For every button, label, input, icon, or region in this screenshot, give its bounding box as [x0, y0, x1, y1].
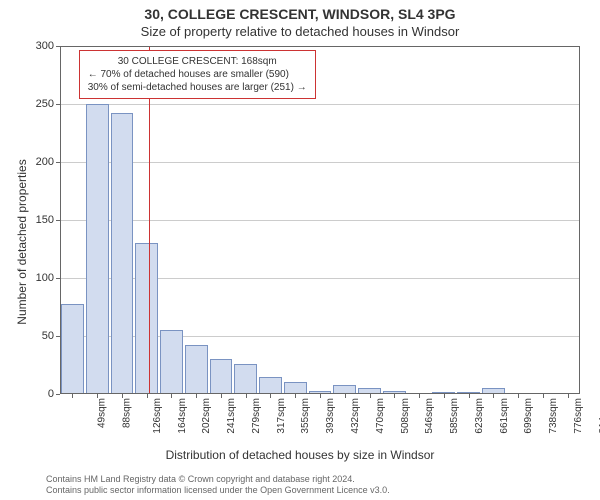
x-tick-mark	[518, 394, 519, 398]
x-tick-mark	[394, 394, 395, 398]
x-tick-mark	[221, 394, 222, 398]
bar	[86, 104, 109, 394]
bar	[61, 304, 84, 394]
x-tick-label: 585sqm	[449, 398, 460, 434]
x-tick-mark	[469, 394, 470, 398]
annotation-box: 30 COLLEGE CRESCENT: 168sqm ← 70% of det…	[79, 50, 316, 99]
x-tick-mark	[270, 394, 271, 398]
x-tick-label: 623sqm	[474, 398, 485, 434]
y-tick-label: 100	[36, 272, 60, 284]
x-tick-mark	[345, 394, 346, 398]
x-tick-mark	[295, 394, 296, 398]
attribution-line-2: Contains public sector information licen…	[46, 485, 600, 496]
x-tick-mark	[171, 394, 172, 398]
x-tick-label: 546sqm	[424, 398, 435, 434]
y-tick-label: 150	[36, 214, 60, 226]
bar	[185, 345, 208, 394]
annotation-line-1: 30 COLLEGE CRESCENT: 168sqm	[88, 55, 307, 68]
chart-subtitle: Size of property relative to detached ho…	[0, 24, 600, 39]
attribution-line-1: Contains HM Land Registry data © Crown c…	[46, 474, 600, 485]
y-tick-label: 300	[36, 40, 60, 52]
x-tick-label: 738sqm	[548, 398, 559, 434]
x-tick-label: 49sqm	[97, 398, 108, 428]
x-tick-mark	[543, 394, 544, 398]
bar	[284, 382, 307, 394]
x-tick-mark	[196, 394, 197, 398]
x-tick-label: 699sqm	[523, 398, 534, 434]
x-tick-mark	[444, 394, 445, 398]
annotation-line-2: ← 70% of detached houses are smaller (59…	[88, 68, 307, 81]
annotation-line-3: 30% of semi-detached houses are larger (…	[88, 81, 307, 94]
x-tick-label: 661sqm	[499, 398, 510, 434]
x-tick-label: 241sqm	[226, 398, 237, 434]
y-axis-label: Number of detached properties	[15, 132, 29, 352]
attribution: Contains HM Land Registry data © Crown c…	[0, 474, 600, 496]
x-tick-label: 279sqm	[251, 398, 262, 434]
x-tick-mark	[97, 394, 98, 398]
plot-area: 30 COLLEGE CRESCENT: 168sqm ← 70% of det…	[60, 46, 580, 394]
x-tick-label: 317sqm	[276, 398, 287, 434]
x-tick-mark	[370, 394, 371, 398]
bar	[333, 385, 356, 394]
x-axis-label: Distribution of detached houses by size …	[0, 448, 600, 462]
x-tick-mark	[122, 394, 123, 398]
x-tick-label: 432sqm	[350, 398, 361, 434]
bar	[234, 364, 257, 394]
y-tick-label: 50	[42, 330, 60, 342]
x-tick-label: 126sqm	[152, 398, 163, 434]
bar	[160, 330, 183, 394]
y-tick-label: 0	[48, 388, 60, 400]
y-tick-label: 250	[36, 98, 60, 110]
x-tick-mark	[72, 394, 73, 398]
y-tick-label: 200	[36, 156, 60, 168]
x-tick-label: 355sqm	[301, 398, 312, 434]
chart-container: 30, COLLEGE CRESCENT, WINDSOR, SL4 3PG S…	[0, 0, 600, 500]
x-tick-label: 88sqm	[122, 398, 133, 428]
bar	[259, 377, 282, 394]
chart-title: 30, COLLEGE CRESCENT, WINDSOR, SL4 3PG	[0, 6, 600, 22]
x-tick-mark	[320, 394, 321, 398]
bar	[135, 243, 158, 394]
x-tick-mark	[493, 394, 494, 398]
bar	[111, 113, 134, 394]
x-tick-label: 508sqm	[400, 398, 411, 434]
x-tick-mark	[568, 394, 569, 398]
x-tick-mark	[147, 394, 148, 398]
bar	[210, 359, 233, 394]
x-tick-mark	[419, 394, 420, 398]
x-tick-label: 393sqm	[325, 398, 336, 434]
x-tick-mark	[246, 394, 247, 398]
x-tick-label: 164sqm	[177, 398, 188, 434]
x-tick-label: 470sqm	[375, 398, 386, 434]
x-tick-label: 776sqm	[573, 398, 584, 434]
x-tick-label: 202sqm	[202, 398, 213, 434]
